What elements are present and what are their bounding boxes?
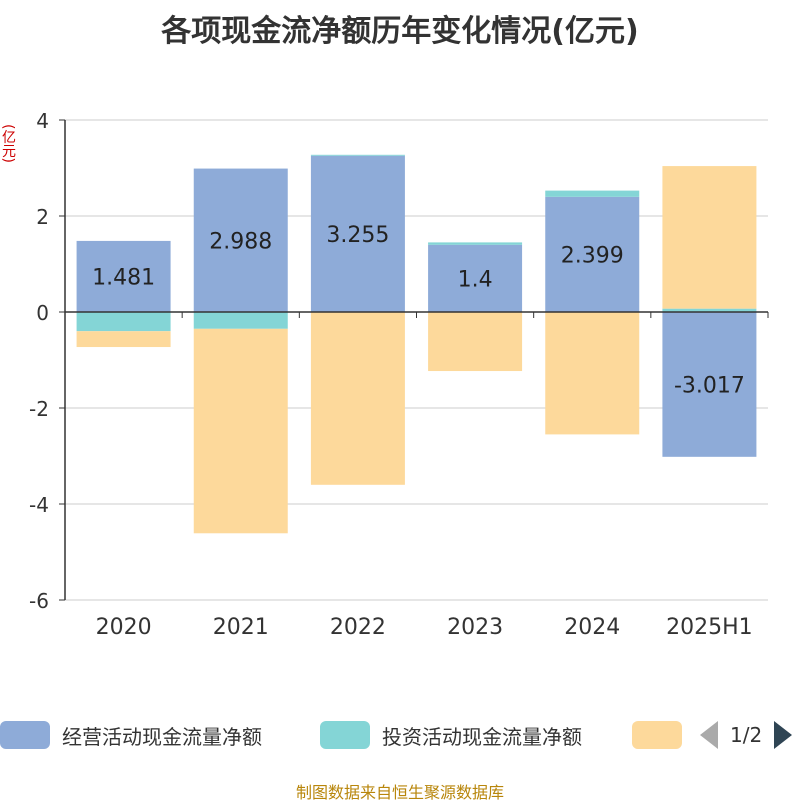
bar-series3-2024 xyxy=(545,312,640,435)
legend-pager: 1/2 xyxy=(700,718,793,752)
legend-swatch-financing xyxy=(632,721,682,749)
bar-series3-2025H1 xyxy=(662,166,757,309)
bar-series2-2025H1 xyxy=(662,308,757,312)
legend-item-operating[interactable]: 经营活动现金流量净额 xyxy=(0,718,262,752)
bar-series1-2022 xyxy=(310,155,405,312)
data-label-2024: 2.399 xyxy=(561,243,624,268)
legend-next-arrow-icon[interactable] xyxy=(774,721,793,749)
bar-series1-2025H1 xyxy=(662,312,757,457)
y-tick-label: -6 xyxy=(29,589,49,613)
legend-prev-arrow-icon[interactable] xyxy=(700,721,718,749)
bar-series2-2023 xyxy=(428,242,523,245)
bar-series2-2021 xyxy=(193,312,288,329)
bar-series2-2024 xyxy=(545,190,640,197)
bar-series3-2020 xyxy=(76,331,171,348)
x-tick-label-2022: 2022 xyxy=(330,615,386,640)
y-tick-label: 0 xyxy=(36,301,49,325)
x-tick-label-2020: 2020 xyxy=(96,615,152,640)
legend-label-operating: 经营活动现金流量净额 xyxy=(62,724,262,749)
legend-label-investing: 投资活动现金流量净额 xyxy=(382,724,582,749)
bar-series1-2021 xyxy=(193,168,288,312)
x-tick-label-2021: 2021 xyxy=(213,615,269,640)
legend-swatch-investing xyxy=(320,721,370,749)
data-label-2021: 2.988 xyxy=(209,229,272,254)
data-source-note: 制图数据来自恒生聚源数据库 xyxy=(295,783,504,802)
y-tick-label: 2 xyxy=(36,205,49,229)
y-axis-unit: (亿元) xyxy=(0,124,16,163)
bar-series3-2022 xyxy=(310,312,405,485)
bar-series1-2024 xyxy=(545,196,640,312)
bar-series3-2023 xyxy=(428,312,523,372)
bar-series2-2022 xyxy=(310,154,405,156)
bar-series1-2020 xyxy=(76,240,171,312)
data-label-2023: 1.4 xyxy=(458,267,493,292)
data-label-2020: 1.481 xyxy=(92,265,155,290)
legend: 经营活动现金流量净额 投资活动现金流量净额 1/2 xyxy=(0,718,800,752)
legend-item-investing[interactable]: 投资活动现金流量净额 xyxy=(320,718,582,752)
bar-series3-2021 xyxy=(193,328,288,534)
y-tick-label: 4 xyxy=(36,109,49,133)
legend-page-indicator: 1/2 xyxy=(730,723,763,747)
chart-title: 各项现金流净额历年变化情况(亿元) xyxy=(161,14,639,49)
legend-swatch-operating xyxy=(0,721,50,749)
x-tick-label-2025H1: 2025H1 xyxy=(666,615,753,640)
bar-series1-2023 xyxy=(428,244,523,312)
data-label-2025H1: -3.017 xyxy=(674,373,745,398)
y-tick-label: -2 xyxy=(29,397,49,421)
legend-item-financing[interactable] xyxy=(632,718,694,752)
y-tick-label: -4 xyxy=(29,493,49,517)
data-label-2022: 3.255 xyxy=(326,223,389,248)
x-tick-label-2023: 2023 xyxy=(447,615,503,640)
bar-series2-2020 xyxy=(76,312,171,332)
x-tick-label-2024: 2024 xyxy=(564,615,620,640)
